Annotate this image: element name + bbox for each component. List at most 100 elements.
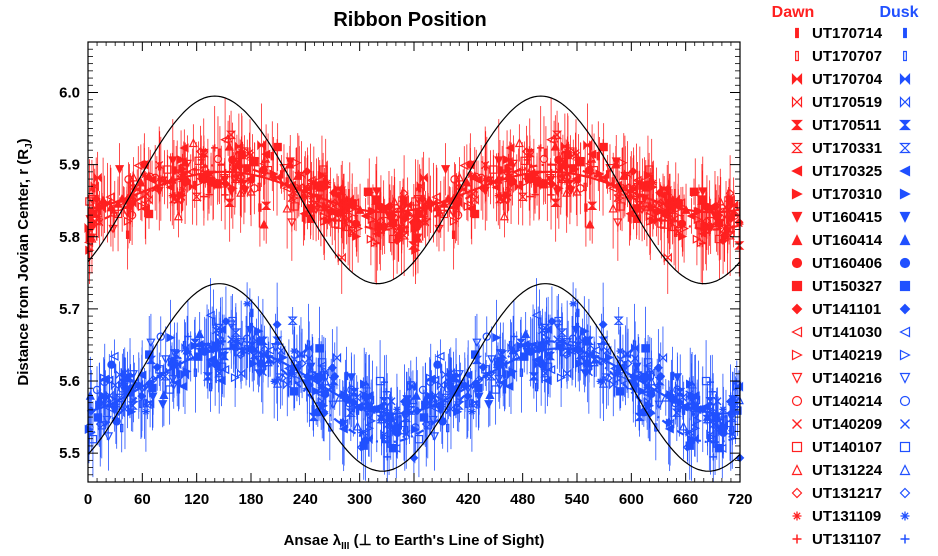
data-point [724, 196, 734, 206]
data-point [441, 165, 451, 175]
y-tick-label: 5.8 [59, 229, 80, 246]
data-point [420, 394, 431, 404]
data-point [127, 210, 137, 220]
data-point [329, 188, 339, 198]
x-tick-label: 60 [134, 491, 151, 508]
legend-label: UT170310 [812, 186, 882, 203]
data-point [681, 215, 685, 224]
legend-dawn-symbol [791, 441, 803, 453]
data-point [615, 193, 625, 203]
data-point [504, 186, 513, 194]
legend-label: UT140219 [812, 347, 882, 364]
data-point [144, 170, 154, 180]
data-point [413, 233, 423, 243]
data-point [685, 390, 694, 399]
data-point [182, 340, 187, 350]
x-axis-label-sub: III [341, 541, 350, 552]
data-point [591, 345, 601, 355]
data-point [226, 320, 236, 330]
data-point [519, 180, 523, 190]
y-axis-label: Distance from Jovian Center, r (RJ) [15, 138, 35, 385]
data-point [649, 179, 658, 187]
data-point [272, 378, 283, 388]
data-point [713, 397, 722, 406]
legend-dawn-symbol [791, 96, 803, 108]
data-point [577, 332, 587, 342]
data-point [355, 406, 360, 415]
data-point [273, 142, 282, 152]
legend-label: UT131107 [812, 531, 881, 548]
legend-entry: UT140214 [791, 393, 911, 410]
data-point [337, 211, 347, 222]
data-point [637, 386, 648, 396]
data-point [375, 401, 385, 412]
data-point [107, 360, 116, 369]
legend-entry: UT170707 [795, 48, 907, 65]
data-point [142, 399, 147, 408]
data-point [372, 187, 382, 197]
data-point [195, 328, 205, 339]
legend-entry: UT140219 [791, 347, 911, 364]
data-point [709, 453, 717, 461]
legend-dusk-symbol [899, 326, 911, 338]
data-point [575, 157, 586, 167]
data-point [186, 351, 196, 361]
data-point [613, 316, 624, 325]
data-point [435, 351, 445, 361]
data-point [671, 408, 682, 417]
legend-label: UT170325 [812, 163, 882, 180]
data-point [221, 191, 229, 199]
data-point [236, 338, 246, 348]
data-point [311, 386, 322, 396]
data-point [681, 406, 686, 415]
data-point [353, 223, 364, 234]
y-tick-label: 5.6 [59, 373, 80, 390]
legend-dawn-symbol [791, 464, 803, 476]
legend-dawn-symbol [791, 349, 803, 361]
legend-dusk-symbol [899, 234, 911, 246]
data-point [104, 403, 114, 413]
legend-entry: UT170714 [795, 25, 907, 42]
data-point [472, 338, 482, 348]
data-point [484, 162, 488, 171]
data-point [701, 401, 711, 412]
legend-entry: UT131217 [791, 485, 911, 502]
legend-label: UT170519 [812, 94, 882, 111]
data-point [88, 434, 98, 444]
data-point [556, 373, 567, 383]
data-point [562, 368, 572, 379]
data-point [315, 344, 324, 353]
data-point [627, 183, 636, 192]
data-point [543, 325, 553, 335]
data-point [598, 378, 609, 388]
data-point [361, 379, 371, 389]
data-point [168, 156, 178, 166]
legend-label: UT160415 [812, 209, 882, 226]
data-point [339, 418, 349, 429]
data-point [158, 162, 162, 171]
data-point [120, 367, 129, 379]
data-point [655, 188, 665, 198]
model-curves [87, 95, 741, 472]
data-point [257, 140, 266, 151]
data-point [120, 423, 124, 433]
legend-entry: UT150327 [791, 278, 911, 295]
data-point [504, 164, 514, 174]
legend-dusk-symbol [899, 487, 911, 499]
data-point [130, 377, 139, 388]
data-point [674, 228, 678, 237]
data-point [277, 373, 287, 383]
data-point [308, 193, 316, 201]
x-tick-label: 600 [619, 491, 644, 508]
data-point [90, 181, 99, 192]
data-point [453, 210, 463, 220]
data-point [613, 218, 623, 228]
data-point [433, 360, 442, 369]
dusk-model-sine-curve [87, 283, 741, 472]
data-point [734, 241, 745, 250]
data-point [311, 205, 321, 215]
data-point [521, 328, 531, 339]
data-point [625, 194, 634, 202]
data-point [562, 350, 572, 360]
x-tick-label: 240 [293, 491, 318, 508]
